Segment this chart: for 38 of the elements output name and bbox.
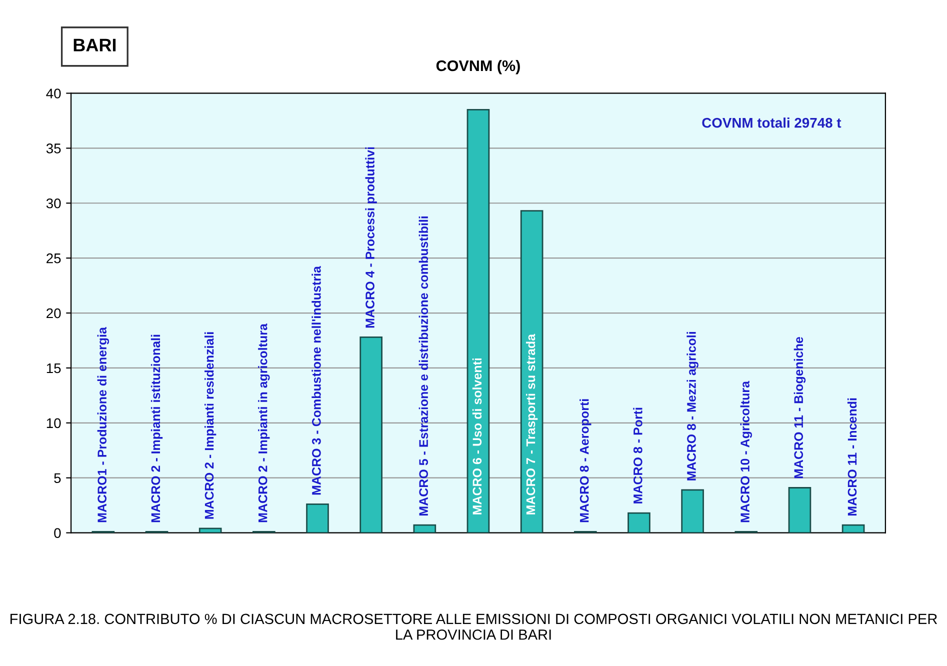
bar: [413, 524, 436, 533]
y-tick-label: 25: [46, 253, 61, 264]
y-tick-label: 30: [46, 198, 61, 208]
bar: [842, 524, 865, 533]
x-tick-label: MACRO 8 - Aeroporti: [580, 399, 592, 522]
x-tick-label: MACRO 2 - Impianti residenziali: [204, 332, 216, 519]
bar: [360, 336, 382, 533]
x-tick-label: MACRO 10 - Agricoltura: [740, 380, 752, 522]
y-tick-label: 40: [46, 88, 61, 98]
bar: [198, 528, 222, 533]
x-tick-label: MACRO 8 - Porti: [633, 408, 642, 504]
bar: [466, 109, 490, 533]
y-tick-label: 20: [46, 308, 61, 318]
y-tick-label: 10: [46, 418, 61, 428]
bar: [306, 504, 329, 533]
x-tick-label: MACRO 2 - Impianti in agricoltura: [258, 324, 270, 522]
text: FIGURA 2.18. CONTRIBUTO % DI CIASCUN MACROSETTORE ALLE EMISSIONI DI COMPOSTI ORGANICI VOLATILI NON METANICI PER LA PROVINCIA DI BARI: [10, 614, 938, 640]
chart-title: COVNM (%): [436, 60, 520, 74]
x-tick-label: MACRO 11 - Biogeniche: [794, 336, 806, 478]
bar: [681, 489, 704, 533]
x-tick-label: MACRO 7 - Trasporti su strada: [526, 334, 538, 514]
bar: [628, 512, 650, 533]
x-tick-label: MACRO 6 - Uso di solventi: [472, 358, 482, 514]
x-tick-label: MACRO1 - Produzione di energia: [97, 326, 110, 522]
x-tick-label: MACRO 4 - Processi produttivi: [365, 147, 377, 328]
x-tick-label: MACRO 2 - Impianti istituzionali: [150, 334, 163, 522]
y-tick-label: 5: [54, 473, 61, 484]
annotation: COVNM totali 29748 t: [702, 118, 842, 128]
x-tick-label: MACRO 3 - Combustione nell'industria: [312, 266, 321, 495]
x-tick-label: MACRO 5 - Estrazione e distribuzione combustibili: [418, 216, 428, 516]
y-tick-label: 35: [46, 144, 61, 154]
x-tick-label: MACRO 8 - Mezzi agricoli: [686, 332, 698, 480]
text: BARI: [74, 38, 116, 52]
y-tick-label: 15: [46, 363, 61, 374]
bar: [520, 210, 544, 533]
bar: [788, 487, 812, 533]
x-tick-label: MACRO 11 - Incendi: [847, 398, 857, 516]
y-tick-label: 0: [54, 528, 61, 538]
